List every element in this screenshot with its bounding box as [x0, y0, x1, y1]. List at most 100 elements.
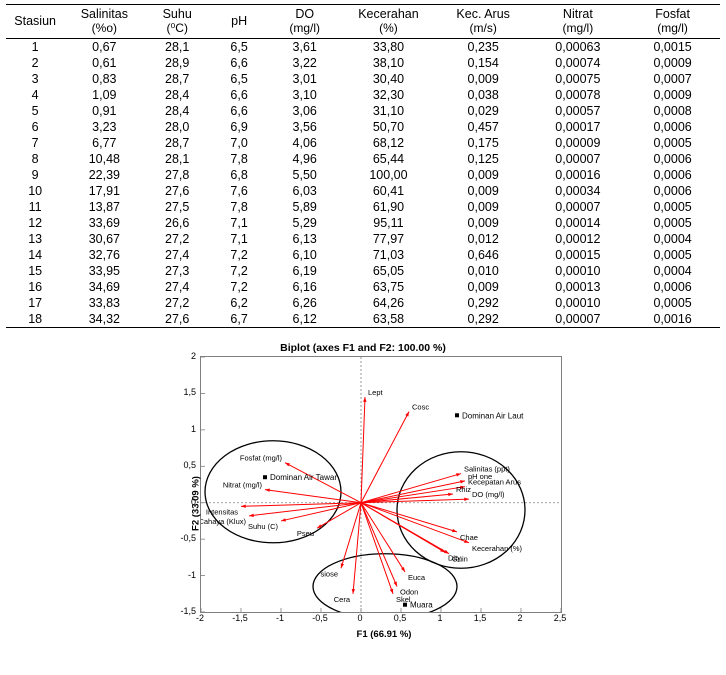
table-cell: 0,0006: [625, 183, 720, 199]
table-cell: 6,03: [268, 183, 341, 199]
table-cell: 65,44: [341, 151, 436, 167]
table-cell: 0,0005: [625, 135, 720, 151]
table-cell: 7,8: [210, 151, 268, 167]
table-cell: 4,06: [268, 135, 341, 151]
table-cell: 28,7: [144, 135, 210, 151]
table-row: 1330,6727,27,16,1377,970,0120,000120,000…: [6, 231, 720, 247]
table-cell: 95,11: [341, 215, 436, 231]
table-cell: 6,13: [268, 231, 341, 247]
column-header: Suhu(⁰C): [144, 5, 210, 39]
x-axis-label: F1 (66.91 %): [200, 629, 568, 640]
table-cell: 3,61: [268, 38, 341, 55]
table-cell: 7,1: [210, 231, 268, 247]
column-header-label: Salinitas: [81, 7, 128, 21]
plot-area: F2 (33.09 %) LeptCoscFosfat (mg/l)Salini…: [200, 356, 568, 640]
table-cell: 63,75: [341, 279, 436, 295]
svg-text:Kecepatan Arus: Kecepatan Arus: [468, 478, 521, 487]
table-cell: 6,16: [268, 279, 341, 295]
table-cell: 63,58: [341, 311, 436, 328]
svg-text:Rhiz: Rhiz: [456, 485, 471, 494]
table-cell: 0,125: [436, 151, 531, 167]
column-header-label: DO: [295, 7, 314, 21]
table-cell: 0,00074: [531, 55, 626, 71]
table-cell: 0,0005: [625, 199, 720, 215]
table-cell: 6,6: [210, 55, 268, 71]
table-cell: 0,61: [64, 55, 144, 71]
table-cell: 32,30: [341, 87, 436, 103]
column-header-sub: (m/s): [438, 22, 529, 35]
table-cell: 22,39: [64, 167, 144, 183]
table-cell: 3: [6, 71, 64, 87]
table-cell: 0,0004: [625, 231, 720, 247]
table-row: 1834,3227,66,76,1263,580,2920,000070,001…: [6, 311, 720, 328]
svg-text:Nitrat (mg/l): Nitrat (mg/l): [223, 481, 263, 490]
table-cell: 28,1: [144, 38, 210, 55]
table-row: 1432,7627,47,26,1071,030,6460,000150,000…: [6, 247, 720, 263]
table-row: 1017,9127,67,66,0360,410,0090,000340,000…: [6, 183, 720, 199]
table-cell: 7,6: [210, 183, 268, 199]
svg-text:Dity: Dity: [448, 553, 461, 562]
table-cell: 6,2: [210, 295, 268, 311]
column-header-label: Suhu: [163, 7, 192, 21]
table-row: 50,9128,46,63,0631,100,0290,000570,0008: [6, 103, 720, 119]
column-header: pH: [210, 5, 268, 39]
y-tick: -0,5: [172, 533, 196, 543]
table-cell: 0,009: [436, 183, 531, 199]
table-cell: 34,69: [64, 279, 144, 295]
table-cell: 17,91: [64, 183, 144, 199]
table-cell: 0,292: [436, 295, 531, 311]
column-header: Kecerahan(%): [341, 5, 436, 39]
x-tick: -1,5: [230, 613, 250, 623]
y-tick: 1: [172, 424, 196, 434]
table-cell: 3,10: [268, 87, 341, 103]
column-header-label: Kec. Arus: [456, 7, 510, 21]
table-row: 1533,9527,37,26,1965,050,0100,000100,000…: [6, 263, 720, 279]
table-cell: 0,009: [436, 71, 531, 87]
table-cell: 27,2: [144, 295, 210, 311]
table-cell: 0,00078: [531, 87, 626, 103]
table-cell: 77,97: [341, 231, 436, 247]
table-cell: 28,7: [144, 71, 210, 87]
table-cell: 0,0009: [625, 87, 720, 103]
table-cell: 61,90: [341, 199, 436, 215]
table-cell: 6,12: [268, 311, 341, 328]
table-cell: 6,77: [64, 135, 144, 151]
table-cell: 6,5: [210, 71, 268, 87]
table-cell: 7: [6, 135, 64, 151]
svg-text:Kecerahan (%): Kecerahan (%): [472, 544, 523, 553]
table-cell: 27,6: [144, 311, 210, 328]
table-cell: 14: [6, 247, 64, 263]
table-cell: 13: [6, 231, 64, 247]
column-header-label: pH: [231, 14, 247, 28]
table-cell: 30,67: [64, 231, 144, 247]
column-header: DO(mg/l): [268, 5, 341, 39]
table-cell: 6: [6, 119, 64, 135]
table-cell: 3,06: [268, 103, 341, 119]
table-cell: 0,0016: [625, 311, 720, 328]
svg-text:Dominan Air Laut: Dominan Air Laut: [462, 411, 524, 420]
table-cell: 38,10: [341, 55, 436, 71]
table-cell: 7,0: [210, 135, 268, 151]
column-header-sub: (mg/l): [533, 22, 624, 35]
table-cell: 7,2: [210, 279, 268, 295]
svg-text:Muara: Muara: [410, 601, 433, 610]
table-row: 1634,6927,47,26,1663,750,0090,000130,000…: [6, 279, 720, 295]
table-cell: 10: [6, 183, 64, 199]
svg-text:Cahaya (Klux): Cahaya (Klux): [200, 517, 246, 526]
table-cell: 7,2: [210, 263, 268, 279]
table-cell: 50,70: [341, 119, 436, 135]
table-cell: 0,83: [64, 71, 144, 87]
table-cell: 0,00014: [531, 215, 626, 231]
table-cell: 0,0005: [625, 247, 720, 263]
table-cell: 27,6: [144, 183, 210, 199]
table-cell: 0,009: [436, 215, 531, 231]
table-cell: 6,6: [210, 87, 268, 103]
table-cell: 0,00075: [531, 71, 626, 87]
table-cell: 0,00007: [531, 311, 626, 328]
table-cell: 5,29: [268, 215, 341, 231]
table-cell: 16: [6, 279, 64, 295]
column-header: Salinitas(%o): [64, 5, 144, 39]
table-cell: 1,09: [64, 87, 144, 103]
table-cell: 28,1: [144, 151, 210, 167]
table-cell: 7,8: [210, 199, 268, 215]
